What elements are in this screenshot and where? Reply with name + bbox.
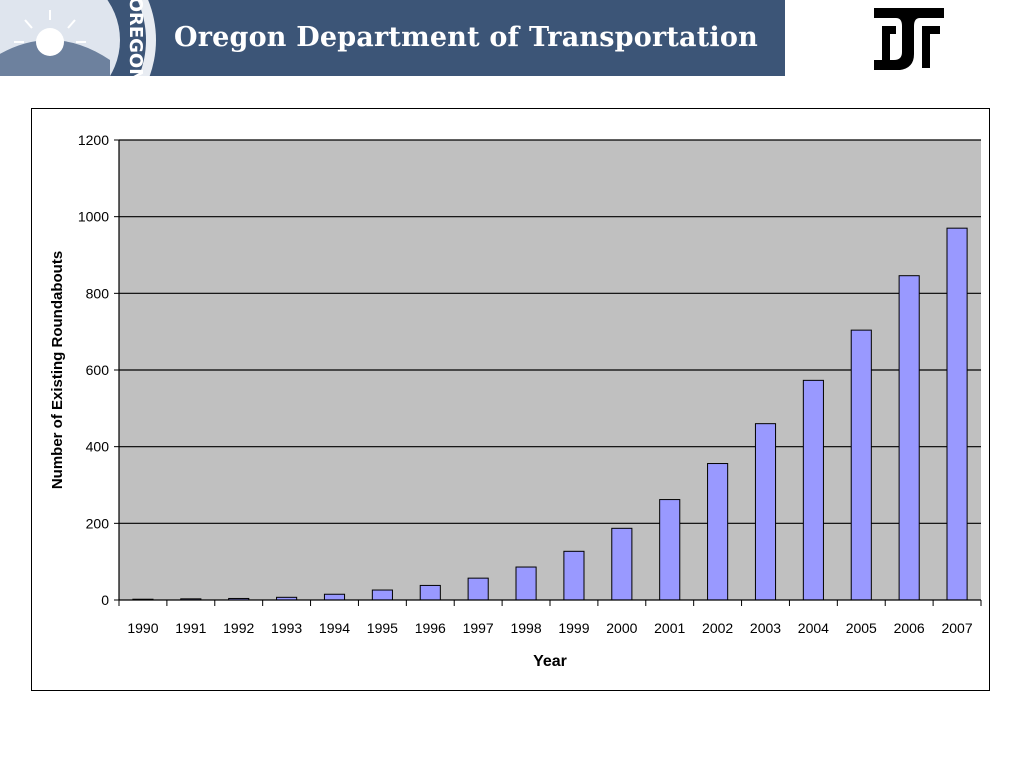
y-tick-label: 600 bbox=[86, 362, 110, 378]
x-tick-label: 1992 bbox=[223, 620, 254, 636]
x-tick-label: 2006 bbox=[894, 620, 925, 636]
bar-2003 bbox=[754, 423, 777, 601]
oregon-seal-icon: OREGON bbox=[0, 0, 156, 76]
x-tick-label: 2005 bbox=[846, 620, 877, 636]
x-tick-label: 1999 bbox=[558, 620, 589, 636]
x-tick-label: 2004 bbox=[798, 620, 829, 636]
x-tick-label: 1991 bbox=[175, 620, 206, 636]
bar-2005 bbox=[850, 329, 872, 601]
page-title: Oregon Department of Transportation bbox=[174, 22, 758, 53]
x-tick-label: 1995 bbox=[367, 620, 398, 636]
y-tick-label: 400 bbox=[86, 439, 110, 455]
bar-2004 bbox=[802, 379, 824, 601]
seal-text: OREGON bbox=[125, 0, 146, 76]
bar-1995 bbox=[371, 589, 393, 601]
bar-1998 bbox=[515, 566, 537, 601]
x-tick-label: 1994 bbox=[319, 620, 350, 636]
bar-2000 bbox=[611, 527, 633, 601]
y-tick-label: 800 bbox=[86, 285, 110, 301]
header-banner: OREGON Oregon Department of Transportati… bbox=[0, 0, 785, 76]
bar-2006 bbox=[898, 275, 920, 601]
bar-1996 bbox=[419, 584, 441, 601]
bar-2007 bbox=[946, 227, 968, 601]
x-axis-label: Year bbox=[533, 653, 567, 670]
x-tick-label: 2001 bbox=[654, 620, 685, 636]
bar-1997 bbox=[467, 577, 489, 601]
bar-1999 bbox=[563, 550, 585, 601]
x-tick-label: 1998 bbox=[510, 620, 541, 636]
y-tick-label: 0 bbox=[101, 592, 109, 608]
x-tick-label: 2007 bbox=[941, 620, 972, 636]
x-tick-label: 2000 bbox=[606, 620, 637, 636]
x-tick-label: 2002 bbox=[702, 620, 733, 636]
y-tick-label: 1000 bbox=[78, 209, 109, 225]
bar-2002 bbox=[707, 463, 729, 601]
y-tick-label: 1200 bbox=[78, 132, 109, 148]
bar-2001 bbox=[659, 499, 681, 601]
x-tick-label: 1993 bbox=[271, 620, 302, 636]
y-axis-label: Number of Existing Roundabouts bbox=[49, 251, 66, 489]
odot-logo-icon bbox=[874, 8, 944, 70]
x-tick-label: 2003 bbox=[750, 620, 781, 636]
x-tick-label: 1990 bbox=[127, 620, 158, 636]
bar-1994 bbox=[323, 593, 346, 601]
x-tick-label: 1997 bbox=[463, 620, 494, 636]
y-tick-label: 200 bbox=[86, 515, 110, 531]
x-tick-label: 1996 bbox=[415, 620, 446, 636]
